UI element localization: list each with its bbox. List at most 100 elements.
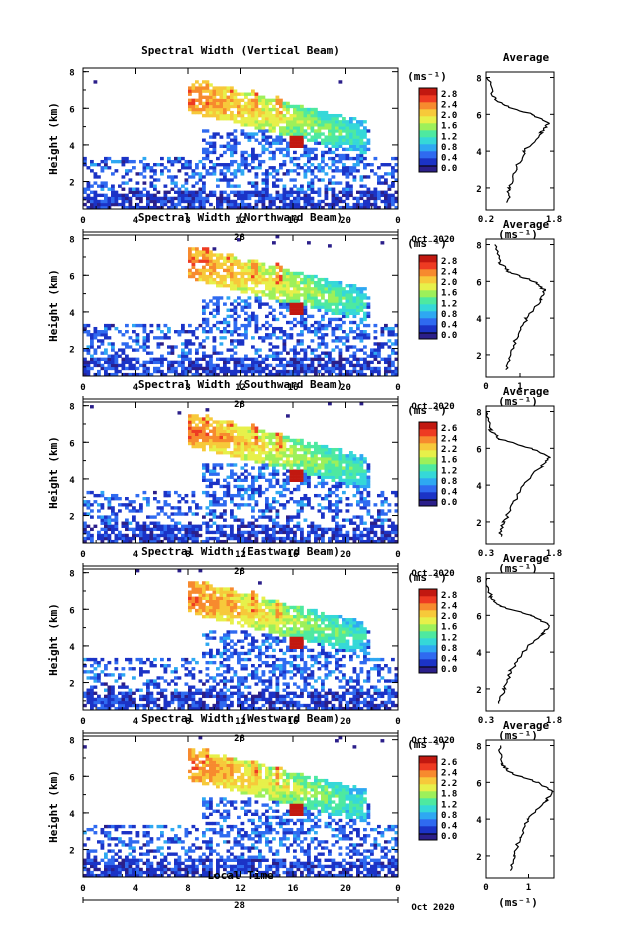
heatmap-cell bbox=[342, 533, 346, 538]
heatmap-cell bbox=[111, 357, 115, 361]
heatmap-cell bbox=[170, 536, 175, 541]
heatmap-cell bbox=[86, 372, 91, 377]
heatmap-cell bbox=[352, 202, 357, 207]
heatmap-cell bbox=[83, 330, 87, 334]
heatmap-cell bbox=[170, 178, 175, 182]
heatmap-cell bbox=[233, 429, 238, 433]
heatmap-cell bbox=[247, 205, 252, 210]
heatmap-cell bbox=[240, 268, 245, 273]
heatmap-cell bbox=[279, 490, 283, 495]
heatmap-cell bbox=[370, 169, 374, 173]
heatmap-cell bbox=[377, 515, 381, 519]
x-tick-label: 20 bbox=[340, 216, 351, 226]
heatmap-cell bbox=[111, 199, 115, 204]
heatmap-cell bbox=[359, 530, 364, 535]
heatmap-cell bbox=[303, 287, 308, 291]
heatmap-cell bbox=[258, 190, 262, 194]
heatmap-cell bbox=[345, 308, 350, 312]
heatmap-cell bbox=[132, 348, 136, 352]
heatmap-cell bbox=[345, 503, 350, 507]
heatmap-cell bbox=[191, 372, 196, 377]
heatmap-cell bbox=[279, 463, 283, 467]
heatmap-cell bbox=[86, 333, 91, 337]
heatmap-cell bbox=[188, 584, 192, 588]
heatmap-cell bbox=[121, 363, 126, 368]
heatmap-cell bbox=[338, 113, 343, 118]
heatmap-cell bbox=[86, 670, 91, 674]
heatmap-cell bbox=[104, 667, 108, 671]
heatmap-cell bbox=[293, 296, 297, 300]
heatmap-cell bbox=[317, 166, 322, 170]
heatmap-cell bbox=[107, 500, 112, 504]
heatmap-cell bbox=[254, 280, 259, 285]
heatmap-cell bbox=[254, 363, 259, 368]
heatmap-cell bbox=[216, 527, 220, 532]
heatmap-cell bbox=[314, 284, 318, 288]
heatmap-cell bbox=[286, 129, 290, 133]
heatmap-cell bbox=[272, 277, 276, 282]
heatmap-cell bbox=[331, 463, 336, 467]
heatmap-cell bbox=[356, 293, 360, 297]
heatmap-cell bbox=[240, 429, 245, 433]
heatmap-cell bbox=[349, 205, 353, 210]
heatmap-cell bbox=[237, 363, 241, 368]
heatmap-cell bbox=[233, 308, 238, 312]
heatmap-cell bbox=[310, 156, 315, 161]
heatmap-cell bbox=[132, 500, 136, 504]
heatmap-cell bbox=[188, 357, 192, 361]
heatmap-cell bbox=[184, 500, 189, 504]
heatmap-cell bbox=[177, 169, 182, 173]
heatmap-cell bbox=[83, 500, 87, 504]
heatmap-cell bbox=[380, 530, 385, 535]
heatmap-cell bbox=[268, 369, 273, 374]
heatmap-cell bbox=[338, 284, 343, 288]
heatmap-cell bbox=[191, 602, 196, 607]
heatmap-cell bbox=[209, 630, 213, 634]
heatmap-cell bbox=[293, 150, 297, 155]
heatmap-cell bbox=[226, 135, 231, 139]
colorbar-tick-label: 0.8 bbox=[441, 477, 457, 487]
heatmap-cell bbox=[268, 463, 273, 467]
heatmap-cell bbox=[342, 190, 346, 194]
heatmap-cell bbox=[300, 323, 304, 328]
heatmap-cell bbox=[303, 354, 308, 358]
heatmap-cell bbox=[293, 123, 297, 127]
heatmap-cell bbox=[212, 429, 217, 433]
heatmap-cell bbox=[174, 330, 178, 334]
heatmap-cell bbox=[198, 175, 203, 179]
heatmap-cell bbox=[296, 287, 301, 291]
heatmap-cell bbox=[359, 536, 364, 541]
heatmap-cell bbox=[293, 120, 297, 124]
heatmap-cell bbox=[352, 314, 357, 319]
heatmap-cell bbox=[212, 336, 217, 340]
heatmap-cell bbox=[195, 190, 199, 194]
heatmap-cell bbox=[219, 172, 224, 176]
heatmap-cell bbox=[219, 512, 224, 516]
heatmap-cell bbox=[177, 330, 182, 334]
heatmap-cell bbox=[219, 429, 224, 433]
heatmap-cell bbox=[163, 193, 168, 198]
heatmap-cell bbox=[265, 363, 269, 368]
heatmap-cell bbox=[244, 196, 248, 201]
heatmap-cell bbox=[233, 515, 238, 519]
heatmap-cell bbox=[170, 506, 175, 510]
heatmap-cell bbox=[223, 163, 227, 167]
heatmap-cell bbox=[377, 536, 381, 541]
heatmap-cell bbox=[268, 135, 273, 139]
heatmap-cell bbox=[153, 202, 157, 207]
heatmap-cell bbox=[163, 336, 168, 340]
heatmap-cell bbox=[111, 190, 115, 194]
heatmap-cell bbox=[111, 193, 115, 198]
heatmap-cell bbox=[114, 199, 119, 204]
heatmap-cell bbox=[342, 172, 346, 176]
heatmap-cell bbox=[240, 426, 245, 430]
heatmap-cell bbox=[384, 518, 388, 522]
heatmap-cell bbox=[128, 700, 133, 705]
heatmap-cell bbox=[275, 351, 280, 355]
heatmap-cell bbox=[265, 478, 269, 482]
heatmap-cell bbox=[349, 536, 353, 541]
heatmap-cell bbox=[202, 447, 206, 452]
heatmap-cell bbox=[293, 132, 297, 136]
heatmap-cell bbox=[184, 178, 189, 182]
heatmap-cell bbox=[324, 342, 329, 346]
